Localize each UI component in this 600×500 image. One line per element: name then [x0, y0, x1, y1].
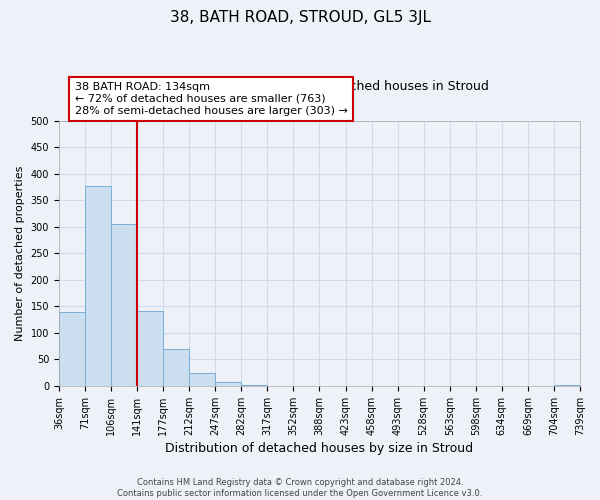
Bar	[59, 312, 85, 386]
Bar	[85, 186, 111, 386]
Bar	[111, 224, 137, 386]
Bar	[163, 350, 189, 386]
Text: 38, BATH ROAD, STROUD, GL5 3JL: 38, BATH ROAD, STROUD, GL5 3JL	[170, 10, 431, 25]
Bar	[554, 385, 580, 386]
Title: Size of property relative to detached houses in Stroud: Size of property relative to detached ho…	[150, 80, 489, 94]
Bar	[137, 311, 163, 386]
Bar	[241, 385, 268, 386]
Bar	[189, 373, 215, 386]
Text: 38 BATH ROAD: 134sqm
← 72% of detached houses are smaller (763)
28% of semi-deta: 38 BATH ROAD: 134sqm ← 72% of detached h…	[74, 82, 347, 116]
Text: Contains HM Land Registry data © Crown copyright and database right 2024.
Contai: Contains HM Land Registry data © Crown c…	[118, 478, 482, 498]
Bar	[215, 382, 241, 386]
Y-axis label: Number of detached properties: Number of detached properties	[15, 166, 25, 341]
X-axis label: Distribution of detached houses by size in Stroud: Distribution of detached houses by size …	[166, 442, 473, 455]
